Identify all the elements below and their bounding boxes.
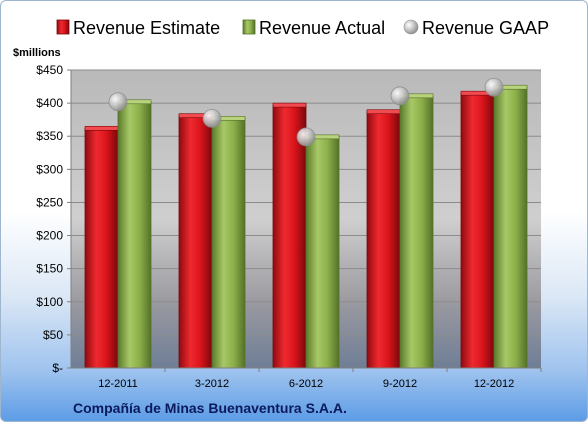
legend-label-actual: Revenue Actual (259, 18, 385, 38)
marker-revenue-gaap (108, 92, 128, 112)
gaap-markers (108, 77, 504, 147)
legend: Revenue Estimate Revenue Actual Revenue … (56, 18, 549, 38)
x-tick-label: 12-2012 (474, 378, 514, 390)
marker-revenue-gaap (202, 108, 222, 128)
y-tick-label: $200 (36, 229, 63, 243)
legend-swatch-estimate (56, 19, 70, 35)
marker-revenue-gaap (296, 127, 316, 147)
bar-revenue-estimate (460, 92, 495, 369)
bar-revenue-actual (305, 136, 340, 369)
legend-swatch-actual (242, 19, 256, 35)
legend-label-estimate: Revenue Estimate (73, 18, 220, 38)
y-tick-label: $400 (36, 96, 63, 110)
bar-revenue-estimate-cap (272, 102, 307, 108)
y-tick-label: $- (52, 361, 63, 375)
y-tick-label: $50 (43, 328, 63, 342)
legend-label-gaap: Revenue GAAP (422, 18, 549, 38)
bar-revenue-estimate-cap (366, 109, 401, 115)
legend-swatch-gaap (403, 19, 419, 35)
bar-revenue-estimate (178, 115, 213, 369)
y-tick-label: $100 (36, 295, 63, 309)
bar-revenue-actual (117, 101, 152, 369)
unit-label: $millions (13, 47, 61, 59)
bar-revenue-actual (399, 95, 434, 369)
y-tick-label: $250 (36, 195, 63, 209)
x-tick-label: 12-2011 (98, 378, 138, 390)
bar-revenue-actual (211, 117, 246, 369)
y-tick-label: $300 (36, 162, 63, 176)
bar-revenue-estimate (366, 111, 401, 369)
company-name: Compañía de Minas Buenaventura S.A.A. (73, 400, 347, 416)
x-tick-label: 3-2012 (195, 378, 229, 390)
bar-revenue-estimate-cap (84, 125, 119, 131)
bar-revenue-actual (493, 86, 528, 369)
y-tick-label: $450 (36, 63, 63, 77)
marker-revenue-gaap (390, 86, 410, 106)
y-tick-label: $350 (36, 129, 63, 143)
y-axis-ticks: $450 $400 $350 $300 $250 $200 $150 $100 $50 $- (36, 63, 63, 375)
bar-revenue-estimate (84, 127, 119, 369)
marker-revenue-gaap (484, 77, 504, 97)
bars (84, 84, 528, 369)
x-axis-ticks: 12-2011 3-2012 6-2012 9-2012 12-2012 (98, 368, 542, 390)
x-tick-label: 9-2012 (383, 378, 417, 390)
x-tick-label: 6-2012 (289, 378, 323, 390)
y-tick-label: $150 (36, 262, 63, 276)
